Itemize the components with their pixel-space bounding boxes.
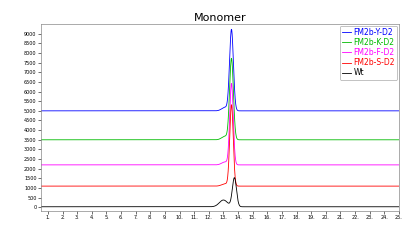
FM2b-S-D2 bbox=[333, 185, 338, 187]
Wt bbox=[31, 205, 36, 208]
FM2b-Y-D2 bbox=[272, 109, 277, 112]
Wt bbox=[232, 176, 237, 179]
FM2b-K-D2 bbox=[31, 138, 36, 141]
Wt bbox=[272, 205, 277, 208]
Wt bbox=[313, 205, 317, 208]
FM2b-Y-D2 bbox=[229, 28, 234, 31]
FM2b-F-D2 bbox=[229, 82, 234, 85]
FM2b-S-D2 bbox=[31, 185, 36, 187]
FM2b-K-D2 bbox=[272, 138, 277, 141]
FM2b-Y-D2 bbox=[50, 109, 55, 112]
Wt bbox=[333, 205, 338, 208]
FM2b-K-D2 bbox=[256, 138, 261, 141]
FM2b-F-D2 bbox=[272, 163, 277, 166]
FM2b-S-D2 bbox=[168, 185, 173, 187]
Line: FM2b-Y-D2: FM2b-Y-D2 bbox=[33, 29, 407, 111]
FM2b-K-D2 bbox=[50, 138, 55, 141]
FM2b-S-D2 bbox=[256, 185, 261, 187]
FM2b-Y-D2 bbox=[256, 109, 261, 112]
Legend: FM2b-Y-D2, FM2b-K-D2, FM2b-F-D2, FM2b-S-D2, Wt: FM2b-Y-D2, FM2b-K-D2, FM2b-F-D2, FM2b-S-… bbox=[340, 25, 397, 80]
FM2b-K-D2 bbox=[333, 138, 338, 141]
Wt bbox=[50, 205, 55, 208]
FM2b-S-D2 bbox=[50, 185, 55, 187]
FM2b-S-D2 bbox=[229, 103, 234, 106]
FM2b-S-D2 bbox=[313, 185, 317, 187]
FM2b-Y-D2 bbox=[313, 109, 317, 112]
FM2b-F-D2 bbox=[333, 163, 338, 166]
Line: FM2b-S-D2: FM2b-S-D2 bbox=[33, 105, 407, 186]
Title: Monomer: Monomer bbox=[193, 13, 246, 23]
FM2b-F-D2 bbox=[50, 163, 55, 166]
Line: Wt: Wt bbox=[33, 178, 407, 207]
FM2b-K-D2 bbox=[313, 138, 317, 141]
FM2b-Y-D2 bbox=[168, 109, 173, 112]
Line: FM2b-K-D2: FM2b-K-D2 bbox=[33, 58, 407, 140]
FM2b-S-D2 bbox=[272, 185, 277, 187]
FM2b-Y-D2 bbox=[31, 109, 36, 112]
Line: FM2b-F-D2: FM2b-F-D2 bbox=[33, 84, 407, 165]
Wt bbox=[168, 205, 173, 208]
Wt bbox=[256, 205, 261, 208]
FM2b-F-D2 bbox=[313, 163, 317, 166]
FM2b-K-D2 bbox=[229, 57, 234, 60]
FM2b-F-D2 bbox=[31, 163, 36, 166]
FM2b-F-D2 bbox=[168, 163, 173, 166]
FM2b-K-D2 bbox=[168, 138, 173, 141]
FM2b-F-D2 bbox=[256, 163, 261, 166]
FM2b-Y-D2 bbox=[333, 109, 338, 112]
